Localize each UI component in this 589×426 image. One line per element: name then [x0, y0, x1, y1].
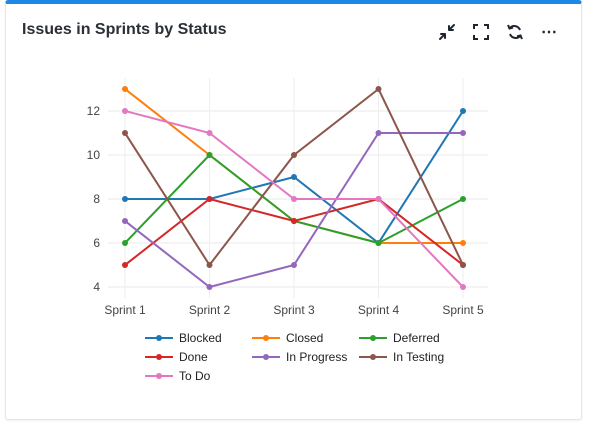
legend-item[interactable]: Closed	[252, 331, 323, 345]
data-point	[206, 196, 213, 202]
data-point	[375, 196, 382, 202]
refresh-icon[interactable]	[505, 22, 525, 42]
x-tick-label: Sprint 1	[104, 303, 146, 317]
data-point	[122, 240, 128, 246]
legend-label: In Testing	[393, 350, 444, 364]
x-tick-label: Sprint 4	[358, 303, 400, 317]
data-point	[375, 130, 382, 136]
data-point	[206, 262, 213, 268]
legend-swatch-marker	[370, 335, 376, 341]
y-tick-label: 8	[93, 192, 100, 206]
data-point	[122, 262, 128, 268]
data-point	[206, 130, 213, 136]
data-point	[291, 174, 297, 180]
data-point	[291, 196, 297, 202]
y-tick-label: 4	[93, 280, 100, 294]
legend-item[interactable]: Deferred	[359, 331, 440, 345]
x-tick-label: Sprint 2	[189, 303, 231, 317]
data-point	[460, 240, 466, 246]
more-options-label: ⋯	[541, 24, 557, 41]
y-tick-label: 12	[87, 104, 101, 118]
data-point	[460, 284, 466, 290]
legend-label: In Progress	[286, 350, 347, 364]
data-point	[460, 196, 466, 202]
data-point	[375, 240, 382, 246]
series-in-testing	[122, 86, 466, 268]
data-point	[122, 196, 128, 202]
data-point	[206, 284, 213, 290]
legend-swatch-marker	[370, 354, 376, 360]
legend-item[interactable]: Done	[145, 350, 208, 364]
chart-grid	[108, 78, 488, 298]
legend-item[interactable]: Blocked	[145, 331, 222, 345]
data-point	[460, 130, 466, 136]
legend-label: To Do	[179, 369, 211, 383]
series-to-do	[122, 108, 466, 290]
fullscreen-icon[interactable]	[471, 22, 491, 42]
legend-label: Deferred	[393, 331, 440, 345]
data-point	[291, 218, 297, 224]
legend-swatch-marker	[263, 335, 269, 341]
legend-item[interactable]: In Testing	[359, 350, 444, 364]
y-tick-label: 6	[93, 236, 100, 250]
data-point	[291, 262, 297, 268]
data-point	[122, 218, 128, 224]
legend-item[interactable]: To Do	[145, 369, 211, 383]
data-point	[206, 152, 213, 158]
x-tick-label: Sprint 3	[273, 303, 315, 317]
data-point	[122, 86, 128, 92]
legend-label: Closed	[286, 331, 323, 345]
widget-title: Issues in Sprints by Status	[22, 21, 227, 38]
series-in-progress	[122, 130, 466, 290]
legend-swatch-marker	[156, 354, 162, 360]
legend-item[interactable]: In Progress	[252, 350, 347, 364]
data-point	[291, 152, 297, 158]
legend-label: Done	[179, 350, 208, 364]
data-point	[460, 108, 466, 114]
x-tick-label: Sprint 5	[442, 303, 484, 317]
legend-swatch-marker	[156, 335, 162, 341]
widget-toolbar: ⋯	[437, 22, 559, 42]
data-point	[122, 130, 128, 136]
data-point	[122, 108, 128, 114]
y-tick-label: 10	[87, 148, 101, 162]
collapse-arrows-icon[interactable]	[437, 22, 457, 42]
legend-label: Blocked	[179, 331, 222, 345]
data-point	[375, 86, 382, 92]
data-point	[460, 262, 466, 268]
legend-swatch-marker	[156, 373, 162, 379]
legend-swatch-marker	[263, 354, 269, 360]
more-options-icon[interactable]: ⋯	[539, 22, 559, 42]
